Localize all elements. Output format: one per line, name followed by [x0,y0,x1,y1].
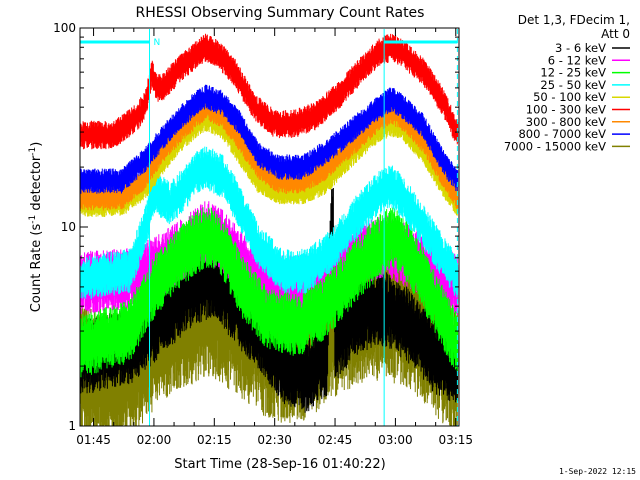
legend-entry-label: 7000 - 15000 keV [504,139,606,153]
y-tick-label: 10 [61,220,76,234]
y-axis-label: Count Rate (s-1 detector-1) [28,142,44,313]
legend-entry-label: 25 - 50 keV [540,78,606,92]
legend-entry-label: 300 - 800 keV [526,115,606,129]
y-axis: 1 10 100 [53,21,459,433]
legend-entry-label: 3 - 6 keV [555,41,606,55]
x-axis: 01:45 02:00 02:15 02:30 02:45 03:00 03:15 [76,28,473,447]
x-tick-label: 03:15 [438,433,473,447]
x-tick-label: 03:00 [378,433,413,447]
x-tick-label: 01:45 [76,433,111,447]
x-tick-label: 02:30 [257,433,292,447]
x-tick-label: 02:00 [137,433,172,447]
x-tick-label: 02:45 [318,433,353,447]
generation-timestamp: 1-Sep-2022 12:15 [559,467,636,476]
x-axis-label: Start Time (28-Sep-16 01:40:22) [174,457,385,472]
chart-title: RHESSI Observing Summary Count Rates [136,5,425,21]
plot-area: N [79,29,459,426]
night-marker: N [154,38,161,48]
legend-entry-label: 12 - 25 keV [540,66,606,80]
y-tick-label: 100 [53,21,76,35]
legend-entry-label: 800 - 7000 keV [518,127,606,141]
legend-entry-label: 6 - 12 keV [548,53,606,67]
legend-header-line1: Det 1,3, FDecim 1, [518,13,630,27]
legend-entry-label: 50 - 100 keV [533,90,606,104]
x-tick-label: 02:15 [197,433,232,447]
legend-entry-label: 100 - 300 keV [526,103,606,117]
y-tick-label: 1 [68,419,76,433]
legend-header-line2: Att 0 [601,27,630,41]
